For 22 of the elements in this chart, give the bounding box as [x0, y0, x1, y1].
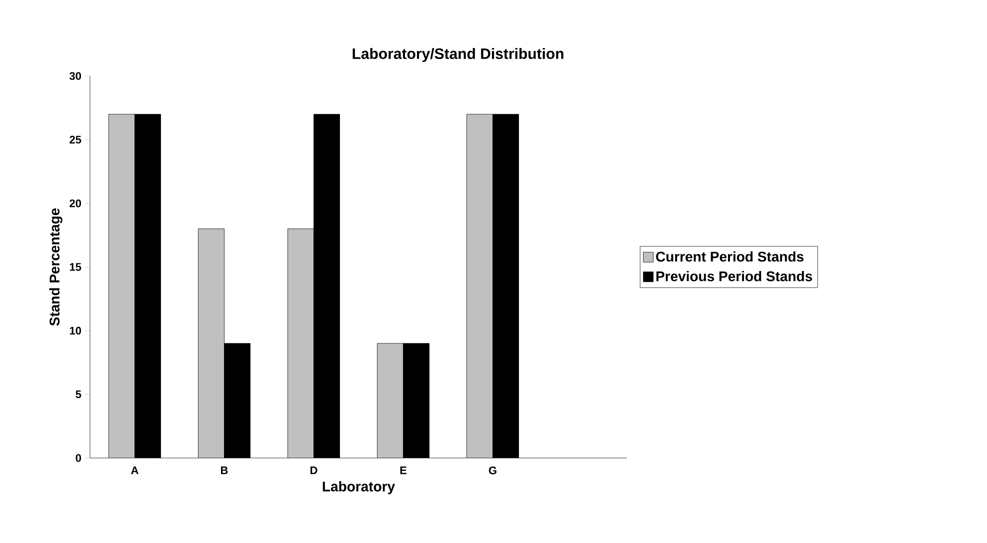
y-axis-title: Stand Percentage: [49, 208, 62, 326]
legend-label: Previous Period Stands: [656, 270, 812, 282]
x-tick-label: E: [400, 466, 406, 474]
bar: [198, 228, 224, 458]
y-tick-label: 20: [70, 199, 82, 208]
x-tick-label: G: [488, 466, 496, 474]
x-tick-label: A: [131, 466, 138, 474]
y-tick-label: 15: [70, 263, 82, 271]
y-tick-label: 5: [76, 390, 82, 398]
y-tick-label: 10: [70, 326, 82, 335]
x-tick-label: B: [221, 466, 228, 474]
bar: [108, 114, 135, 458]
bar: [466, 114, 493, 458]
chart-title: Laboratory/Stand Distribution: [352, 48, 564, 62]
y-tick-label: 30: [69, 72, 82, 80]
y-tick-label: 0: [76, 454, 82, 462]
y-tick-label: 25: [70, 136, 82, 144]
x-axis-title: Laboratory: [322, 481, 395, 494]
x-tick-label: D: [310, 466, 318, 474]
bar: [288, 228, 314, 458]
bar: [377, 343, 404, 458]
legend-label: Current Period Stands: [656, 251, 804, 262]
